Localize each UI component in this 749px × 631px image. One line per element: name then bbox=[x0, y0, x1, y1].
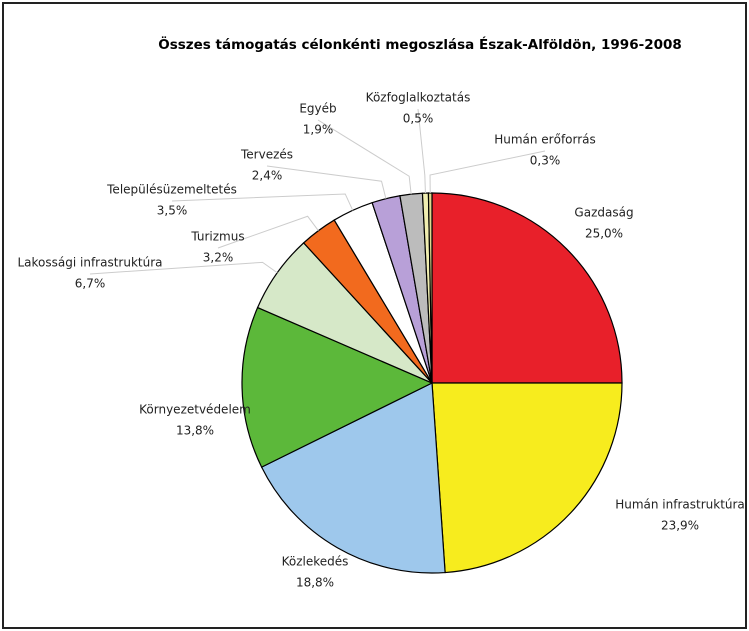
slice-value-label: 3,5% bbox=[157, 204, 188, 218]
slice-label: Közlekedés bbox=[282, 555, 349, 569]
leader-line bbox=[429, 150, 546, 194]
slice-label: Közfoglalkoztatás bbox=[366, 91, 471, 105]
slice-label: Tervezés bbox=[240, 148, 293, 162]
slice-label: Humán infrastruktúra bbox=[615, 498, 745, 512]
pie-slice bbox=[431, 382, 623, 574]
slice-label: Lakossági infrastruktúra bbox=[17, 256, 162, 270]
slice-value-label: 23,9% bbox=[661, 519, 699, 533]
slice-value-label: 2,4% bbox=[252, 169, 283, 183]
pie-slice bbox=[241, 306, 434, 468]
slice-label: Turizmus bbox=[190, 230, 244, 244]
slice-value-label: 6,7% bbox=[75, 277, 106, 291]
leader-line bbox=[171, 193, 354, 211]
slice-value-label: 13,8% bbox=[176, 424, 214, 438]
slice-value-label: 1,9% bbox=[303, 123, 334, 137]
pie-slice bbox=[427, 192, 433, 384]
slice-value-label: 3,2% bbox=[203, 251, 234, 265]
slice-label: Környezetvédelem bbox=[139, 403, 251, 417]
leader-line bbox=[417, 108, 426, 194]
leader-line bbox=[89, 261, 278, 275]
slice-label: Humán erőforrás bbox=[494, 133, 596, 147]
pie-slice bbox=[260, 382, 446, 574]
leader-line bbox=[217, 215, 319, 249]
slice-value-label: 0,5% bbox=[403, 112, 434, 126]
slice-label: Gazdaság bbox=[574, 206, 633, 220]
leader-line bbox=[266, 165, 387, 199]
slice-value-label: 0,3% bbox=[530, 154, 561, 168]
slice-value-label: 25,0% bbox=[585, 227, 623, 241]
slice-label: Településüzemeltetés bbox=[106, 183, 237, 197]
slice-label: Egyéb bbox=[299, 102, 336, 116]
slice-value-label: 18,8% bbox=[296, 576, 334, 590]
leader-line bbox=[317, 119, 412, 195]
chart-title: Összes támogatás célonkénti megoszlása É… bbox=[158, 35, 682, 53]
pie-slice bbox=[431, 192, 623, 384]
